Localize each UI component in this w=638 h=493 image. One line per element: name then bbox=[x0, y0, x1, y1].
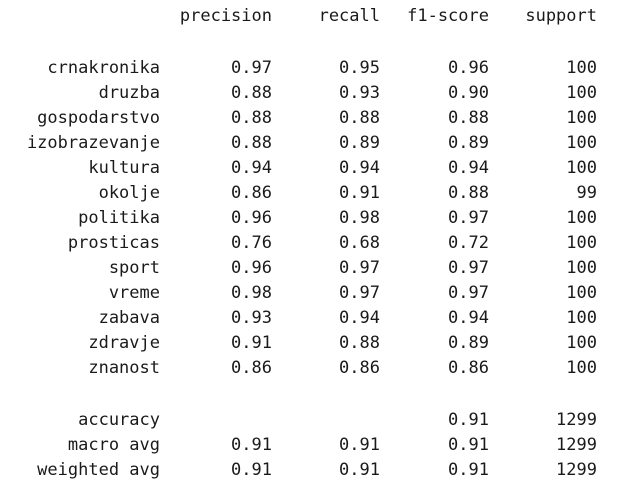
header-recall: recall bbox=[318, 6, 380, 26]
row-precision: 0.94 bbox=[231, 158, 272, 178]
header-f1-score: f1-score bbox=[407, 6, 489, 26]
row-support: 100 bbox=[566, 233, 597, 253]
row-precision: 0.98 bbox=[231, 283, 272, 303]
row-recall: 0.91 bbox=[339, 460, 380, 480]
row-recall: 0.86 bbox=[339, 358, 380, 378]
row-recall: 0.98 bbox=[339, 208, 380, 228]
row-recall: 0.68 bbox=[339, 233, 380, 253]
row-precision: 0.88 bbox=[231, 83, 272, 103]
row-precision bbox=[162, 410, 272, 430]
row-recall: 0.95 bbox=[339, 58, 380, 78]
row-precision: 0.91 bbox=[231, 435, 272, 455]
row-label: macro avg bbox=[67, 435, 160, 455]
row-label: crnakronika bbox=[47, 58, 160, 78]
row-support: 100 bbox=[566, 58, 597, 78]
row-support: 100 bbox=[566, 283, 597, 303]
row-recall: 0.88 bbox=[339, 108, 380, 128]
row-label: gospodarstvo bbox=[37, 108, 160, 128]
row-recall: 0.94 bbox=[339, 158, 380, 178]
row-recall: 0.97 bbox=[339, 283, 380, 303]
row-recall: 0.88 bbox=[339, 333, 380, 353]
row-recall: 0.91 bbox=[339, 435, 380, 455]
row-label: zabava bbox=[98, 308, 160, 328]
row-f1-score: 0.94 bbox=[448, 158, 489, 178]
row-support: 100 bbox=[566, 133, 597, 153]
row-f1-score: 0.90 bbox=[448, 83, 489, 103]
row-recall: 0.91 bbox=[339, 183, 380, 203]
row-support: 1299 bbox=[556, 410, 597, 430]
row-f1-score: 0.86 bbox=[448, 358, 489, 378]
row-label: izobrazevanje bbox=[26, 133, 160, 153]
row-recall: 0.94 bbox=[339, 308, 380, 328]
header-precision: precision bbox=[179, 6, 272, 26]
row-support: 100 bbox=[566, 308, 597, 328]
row-support: 1299 bbox=[556, 460, 597, 480]
row-label: znanost bbox=[88, 358, 160, 378]
row-precision: 0.86 bbox=[231, 358, 272, 378]
row-label: kultura bbox=[88, 158, 160, 178]
row-f1-score: 0.97 bbox=[448, 283, 489, 303]
row-support: 100 bbox=[566, 358, 597, 378]
row-support: 100 bbox=[566, 158, 597, 178]
row-support: 100 bbox=[566, 333, 597, 353]
row-label: okolje bbox=[98, 183, 160, 203]
row-precision: 0.91 bbox=[231, 460, 272, 480]
row-precision: 0.88 bbox=[231, 133, 272, 153]
row-recall bbox=[270, 410, 380, 430]
row-precision: 0.93 bbox=[231, 308, 272, 328]
row-label: politika bbox=[78, 208, 160, 228]
row-precision: 0.86 bbox=[231, 183, 272, 203]
row-f1-score: 0.91 bbox=[448, 410, 489, 430]
row-f1-score: 0.91 bbox=[448, 435, 489, 455]
row-support: 100 bbox=[566, 108, 597, 128]
row-recall: 0.97 bbox=[339, 258, 380, 278]
row-f1-score: 0.97 bbox=[448, 258, 489, 278]
row-precision: 0.96 bbox=[231, 258, 272, 278]
row-f1-score: 0.88 bbox=[448, 183, 489, 203]
row-f1-score: 0.94 bbox=[448, 308, 489, 328]
row-support: 1299 bbox=[556, 435, 597, 455]
row-label: vreme bbox=[108, 283, 160, 303]
row-support: 100 bbox=[566, 83, 597, 103]
row-f1-score: 0.96 bbox=[448, 58, 489, 78]
row-precision: 0.91 bbox=[231, 333, 272, 353]
row-f1-score: 0.72 bbox=[448, 233, 489, 253]
row-label: druzba bbox=[98, 83, 160, 103]
row-f1-score: 0.89 bbox=[448, 333, 489, 353]
row-f1-score: 0.91 bbox=[448, 460, 489, 480]
row-support: 100 bbox=[566, 258, 597, 278]
row-f1-score: 0.89 bbox=[448, 133, 489, 153]
row-label: sport bbox=[108, 258, 160, 278]
row-precision: 0.88 bbox=[231, 108, 272, 128]
row-recall: 0.93 bbox=[339, 83, 380, 103]
row-f1-score: 0.97 bbox=[448, 208, 489, 228]
row-precision: 0.96 bbox=[231, 208, 272, 228]
row-f1-score: 0.88 bbox=[448, 108, 489, 128]
row-recall: 0.89 bbox=[339, 133, 380, 153]
row-support: 99 bbox=[576, 183, 597, 203]
row-label: zdravje bbox=[88, 333, 160, 353]
row-label: prosticas bbox=[67, 233, 160, 253]
row-support: 100 bbox=[566, 208, 597, 228]
header-support: support bbox=[525, 6, 597, 26]
row-precision: 0.76 bbox=[231, 233, 272, 253]
row-label: weighted avg bbox=[37, 460, 160, 480]
row-label: accuracy bbox=[78, 410, 160, 430]
row-precision: 0.97 bbox=[231, 58, 272, 78]
